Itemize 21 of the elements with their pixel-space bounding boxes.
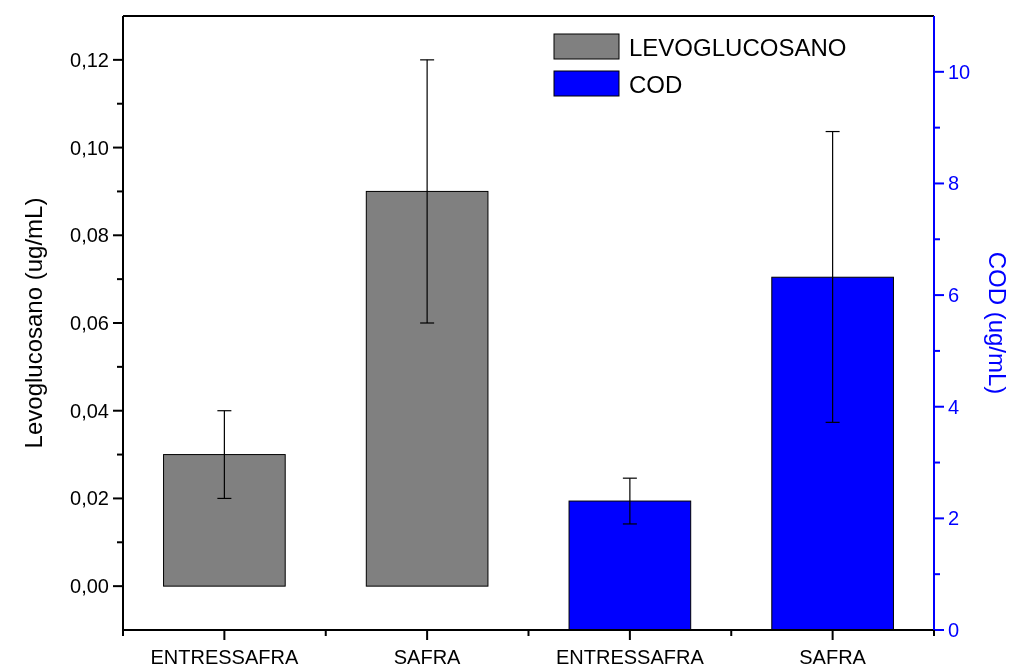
y-tick-label: 0,04	[70, 399, 109, 422]
x-tick-label: SAFRA	[799, 646, 867, 668]
x-tick-label: ENTRESSAFRA	[150, 646, 299, 668]
y2-tick-label: 2	[948, 507, 960, 530]
y-tick-label: 0,12	[70, 48, 109, 71]
y-tick-label: 0,00	[70, 575, 109, 598]
y-tick-label: 0,10	[70, 136, 109, 159]
legend-label: LEVOGLUCOSANO	[629, 34, 847, 61]
y2-tick-label: 8	[948, 172, 960, 195]
y2-tick-label: 10	[948, 60, 971, 83]
y2-tick-label: 6	[948, 284, 960, 307]
y-tick-label: 0,02	[70, 487, 109, 510]
x-tick-label: SAFRA	[393, 646, 462, 668]
y-tick-label: 0,08	[70, 224, 109, 247]
y-axis-title: Levoglucosano (ug/mL)	[20, 197, 47, 449]
x-tick-label: ENTRESSAFRA	[555, 646, 705, 668]
y2-tick-label: 4	[948, 395, 960, 418]
legend-label: COD	[629, 71, 683, 98]
y2-axis-title: COD (ug/mL)	[984, 251, 1011, 395]
y2-tick-label: 0	[948, 619, 960, 641]
y-tick-label: 0,06	[70, 312, 109, 334]
